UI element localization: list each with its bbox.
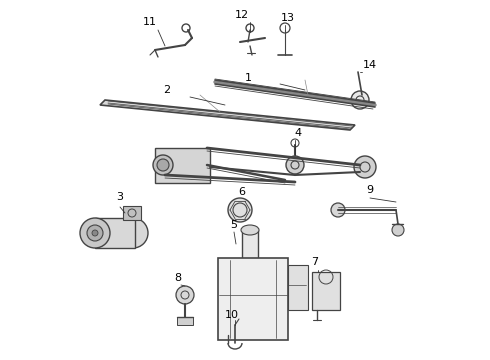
Text: 1: 1 [245, 73, 251, 83]
Ellipse shape [153, 155, 173, 175]
Text: 5: 5 [230, 220, 238, 230]
Bar [95, 218, 135, 248]
Circle shape [351, 91, 369, 109]
Bar [123, 206, 141, 220]
Ellipse shape [118, 218, 148, 248]
Ellipse shape [241, 225, 259, 235]
Circle shape [157, 159, 169, 171]
Text: 4: 4 [294, 128, 301, 138]
Circle shape [392, 224, 404, 236]
Circle shape [176, 286, 194, 304]
Circle shape [286, 156, 304, 174]
Polygon shape [100, 100, 355, 130]
Text: 12: 12 [235, 10, 249, 20]
Ellipse shape [80, 218, 110, 248]
Circle shape [92, 230, 98, 236]
Text: 8: 8 [174, 273, 182, 283]
Circle shape [354, 156, 376, 178]
Bar [242, 230, 258, 262]
Text: 10: 10 [225, 310, 239, 320]
Bar [177, 317, 193, 325]
Bar [218, 258, 288, 340]
Bar [288, 265, 308, 310]
Text: 14: 14 [363, 60, 377, 70]
Circle shape [228, 198, 252, 222]
Circle shape [331, 203, 345, 217]
Text: 6: 6 [239, 187, 245, 197]
Text: 2: 2 [164, 85, 171, 95]
Text: 3: 3 [117, 192, 123, 202]
Text: 11: 11 [143, 17, 157, 27]
Text: 7: 7 [312, 257, 318, 267]
Text: 9: 9 [367, 185, 373, 195]
Bar [312, 272, 340, 310]
Text: 13: 13 [281, 13, 295, 23]
Circle shape [87, 225, 103, 241]
Bar [155, 148, 210, 183]
